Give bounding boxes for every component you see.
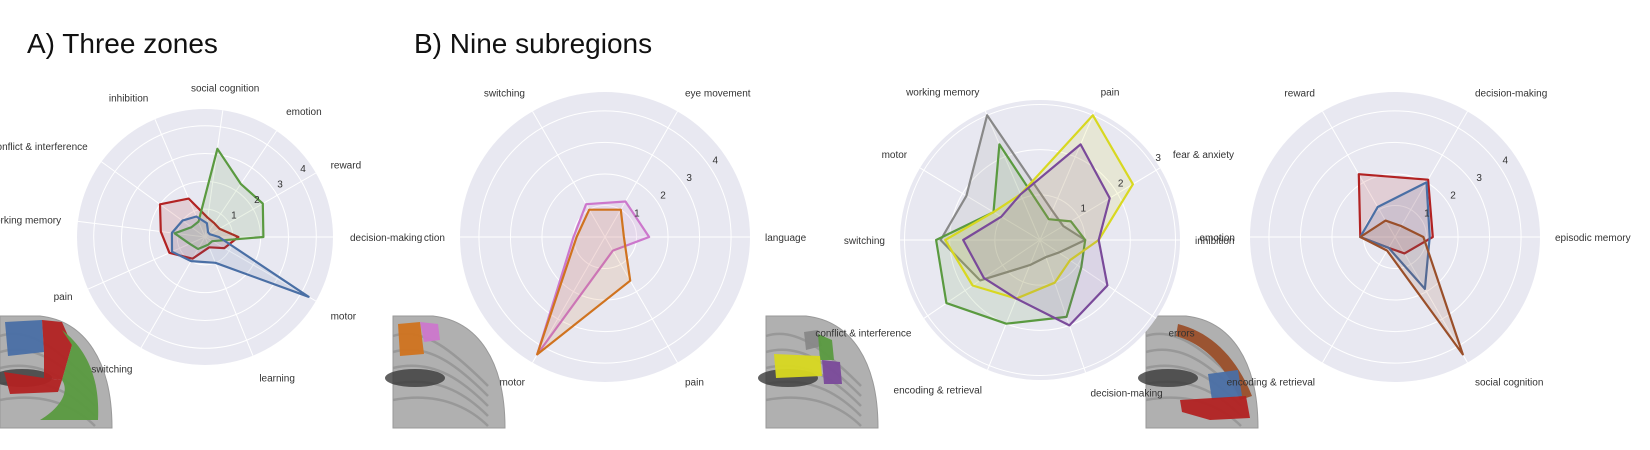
tick-label: 1 xyxy=(1080,204,1086,215)
axis-label: episodic memory xyxy=(1555,233,1631,244)
tick-label: 4 xyxy=(300,164,306,175)
grid-spoke xyxy=(101,161,206,238)
series-polygon-blue xyxy=(170,215,310,298)
axis-label: eye movement xyxy=(685,88,751,99)
axis-label: pain xyxy=(54,292,73,303)
grid-spoke xyxy=(1322,236,1396,363)
series-polygon-pink xyxy=(536,200,651,356)
brain-3zones-image xyxy=(0,315,113,429)
axis-label: motor xyxy=(499,378,525,389)
radar-chart-1: 1 2 3 4 decision-making reward emotion social c… xyxy=(0,83,422,384)
tick-label: 1 xyxy=(231,210,237,221)
panel-a-title: A) Three zones xyxy=(27,28,218,59)
axis-label: decision-making xyxy=(1090,389,1162,400)
grid-spoke xyxy=(604,236,678,363)
tick-label: 2 xyxy=(660,191,666,202)
series-polygon-orange xyxy=(536,208,632,356)
brain-pink-orange-image xyxy=(385,315,506,429)
axis-label: conflict & interference xyxy=(0,142,88,153)
axis-label: emotion xyxy=(286,107,322,118)
axis-label: switching xyxy=(91,365,132,376)
grid-spoke xyxy=(204,236,254,356)
grid-spoke xyxy=(204,172,317,238)
brain-thumbnails xyxy=(0,315,1259,429)
axis-label: working memory xyxy=(0,215,61,226)
grid-spoke xyxy=(77,220,206,238)
axis-label: social cognition xyxy=(191,83,259,94)
axis-label: motor xyxy=(331,312,357,323)
axis-label: working memory xyxy=(905,87,979,98)
series-polygon-brown xyxy=(1359,219,1464,356)
axis-label: fear & anxiety xyxy=(1173,150,1234,161)
radar-chart-4: 1 2 3 4 episodic memory decision-making reward… xyxy=(1199,88,1630,388)
series-polygon-red xyxy=(158,197,240,260)
axis-label: switching xyxy=(844,236,885,247)
grid-spoke xyxy=(919,167,1041,241)
grid-spoke xyxy=(1039,239,1087,373)
tick-label: 2 xyxy=(254,195,260,206)
radar-chart-3: 1 2 3 inhibition fear & anxiety pain working m… xyxy=(815,87,1234,399)
series-polygon-gray xyxy=(939,114,1087,282)
panel-b-title: B) Nine subregions xyxy=(414,28,653,59)
tick-label: 4 xyxy=(1503,155,1509,166)
radar-chart-layer: 1 2 3 4 decision-making reward emotion social c… xyxy=(0,83,1631,399)
tick-label: 1 xyxy=(1424,208,1430,219)
grid-spoke xyxy=(532,111,606,238)
axis-label: pain xyxy=(1101,87,1120,98)
axis-label: errors xyxy=(1169,329,1195,340)
axis-label: conflict & interference xyxy=(815,329,912,340)
axis-label: learning xyxy=(259,373,295,384)
grid-spoke xyxy=(1394,111,1468,238)
grid-spoke xyxy=(984,110,1041,241)
tick-label: 2 xyxy=(1118,178,1124,189)
brain-four-image xyxy=(758,315,879,429)
series-polygon-yellow xyxy=(944,114,1135,300)
tick-label: 2 xyxy=(1450,191,1456,202)
axis-label: inhibition xyxy=(109,94,148,105)
tick-label: 3 xyxy=(1155,153,1161,164)
axis-label: reward xyxy=(331,161,362,172)
grid-spoke xyxy=(1039,167,1161,241)
series-polygon-green xyxy=(173,147,265,251)
tick-label: 4 xyxy=(713,155,719,166)
tick-label: 1 xyxy=(634,208,640,219)
grid-spoke xyxy=(87,236,206,290)
brain-red-blue-brown-image xyxy=(1138,315,1259,429)
tick-label: 3 xyxy=(1476,173,1482,184)
axis-label: emotion xyxy=(1199,233,1235,244)
axis-label: ction xyxy=(424,233,445,244)
axis-label: pain xyxy=(685,378,704,389)
tick-label: 3 xyxy=(686,173,692,184)
grid-spoke xyxy=(140,236,206,349)
axis-label: switching xyxy=(484,88,525,99)
series-polygon-purple xyxy=(962,143,1111,327)
grid-spoke xyxy=(532,236,606,363)
series-polygon-green xyxy=(934,143,1087,325)
axis-label: decision-making xyxy=(350,233,422,244)
axis-label: social cognition xyxy=(1475,378,1543,389)
radar-chart-2: 1 2 3 4 language eye movement switching ction mo… xyxy=(424,88,807,388)
axis-label: reward xyxy=(1284,88,1315,99)
axis-label: motor xyxy=(882,150,908,161)
axis-label: language xyxy=(765,233,807,244)
tick-label: 3 xyxy=(277,179,283,190)
grid-spoke xyxy=(204,110,224,238)
axis-label: encoding & retrieval xyxy=(894,386,982,397)
axis-label: inhibition xyxy=(1195,236,1234,247)
grid-spoke xyxy=(604,111,678,238)
axis-label: encoding & retrieval xyxy=(1227,378,1315,389)
grid-spoke xyxy=(1394,236,1468,363)
axis-label: decision-making xyxy=(1475,88,1547,99)
grid-spoke xyxy=(987,239,1041,370)
